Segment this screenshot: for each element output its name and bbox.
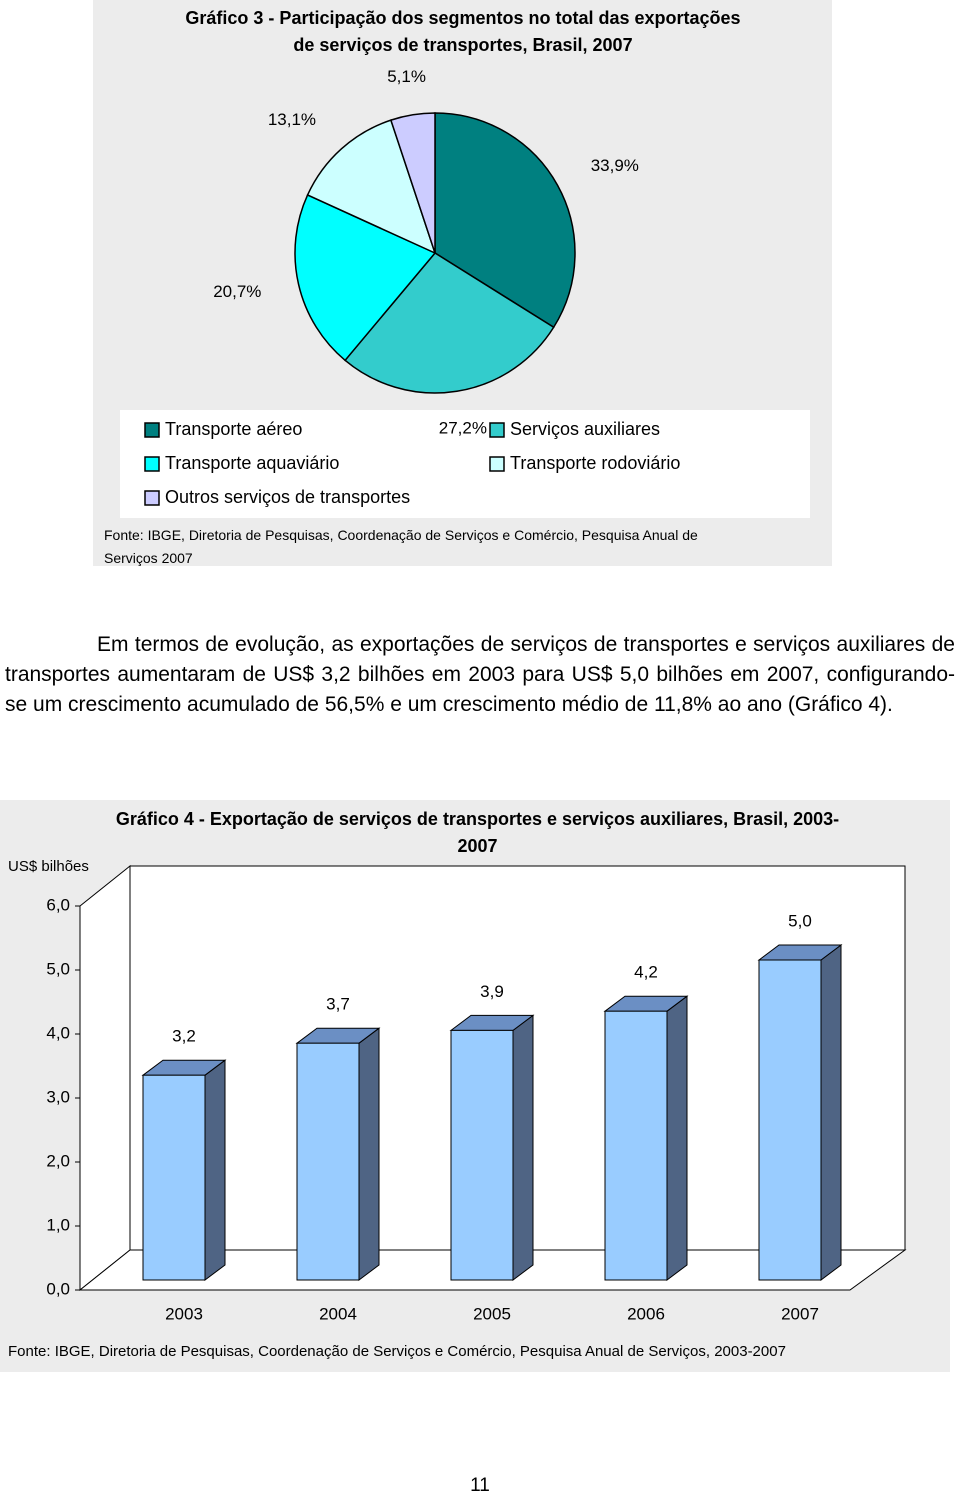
value-label: 3,9	[480, 982, 504, 1001]
value-label: 3,7	[326, 995, 350, 1014]
value-label: 4,2	[634, 963, 658, 982]
value-label: 3,2	[172, 1027, 196, 1046]
bar-side	[204, 1059, 226, 1281]
y-tick-label: 3,0	[46, 1087, 70, 1106]
value-label: 27,2%	[439, 418, 487, 437]
bar-title: Gráfico 4 - Exportação de serviços de tr…	[115, 809, 840, 856]
bar	[296, 1042, 360, 1281]
page-number: 11	[470, 1475, 490, 1496]
bar	[450, 1029, 514, 1281]
legend-swatch	[144, 490, 160, 506]
bar-source: Fonte: IBGE, Diretoria de Pesquisas, Coo…	[8, 1343, 786, 1360]
side-wall	[79, 864, 131, 1292]
legend-label: Outros serviços de transportes	[165, 487, 410, 507]
pie-source: Fonte: IBGE, Diretoria de Pesquisas, Coo…	[104, 527, 698, 566]
value-label: 5,1%	[387, 67, 426, 86]
legend-label: Serviços auxiliares	[510, 419, 660, 439]
x-tick-label: 2005	[473, 1304, 511, 1323]
value-label: 33,9%	[591, 156, 639, 175]
bar-side	[666, 995, 688, 1281]
legend-swatch	[144, 422, 160, 438]
x-tick-label: 2003	[165, 1304, 203, 1323]
bar-side	[512, 1014, 534, 1281]
bar	[604, 1010, 668, 1281]
value-label: 20,7%	[213, 282, 261, 301]
y-tick-label: 1,0	[46, 1215, 70, 1234]
bar	[758, 959, 822, 1281]
pie-slice	[344, 252, 555, 394]
x-tick-label: 2004	[319, 1304, 357, 1323]
x-tick-label: 2007	[781, 1304, 819, 1323]
y-tick-label: 2,0	[46, 1151, 70, 1170]
pie-slice	[434, 112, 576, 329]
pie-title: Gráfico 3 - Participação dos segmentos n…	[185, 8, 741, 55]
legend-swatch	[144, 456, 160, 472]
pie-slice	[306, 119, 437, 255]
pie-slice	[389, 112, 436, 254]
paragraph: Em termos de evolução, as exportações de…	[5, 633, 955, 716]
x-tick-label: 2006	[627, 1304, 665, 1323]
value-label: 5,0	[788, 911, 812, 930]
value-label: 13,1%	[268, 110, 316, 129]
legend-label: Transporte aéreo	[165, 419, 302, 439]
y-tick-label: 5,0	[46, 959, 70, 978]
legend-swatch	[489, 422, 505, 438]
legend-box	[120, 410, 810, 518]
legend-label: Transporte rodoviário	[510, 453, 680, 473]
y-tick-label: 0,0	[46, 1279, 70, 1298]
bar-side	[358, 1027, 380, 1281]
bar-side	[820, 944, 842, 1281]
bar	[142, 1074, 206, 1281]
y-tick-label: 4,0	[46, 1023, 70, 1042]
pie-slice	[294, 193, 437, 362]
legend-label: Transporte aquaviário	[165, 453, 339, 473]
y-axis-label: US$ bilhões	[8, 858, 89, 875]
legend-swatch	[489, 456, 505, 472]
y-tick-label: 6,0	[46, 895, 70, 914]
